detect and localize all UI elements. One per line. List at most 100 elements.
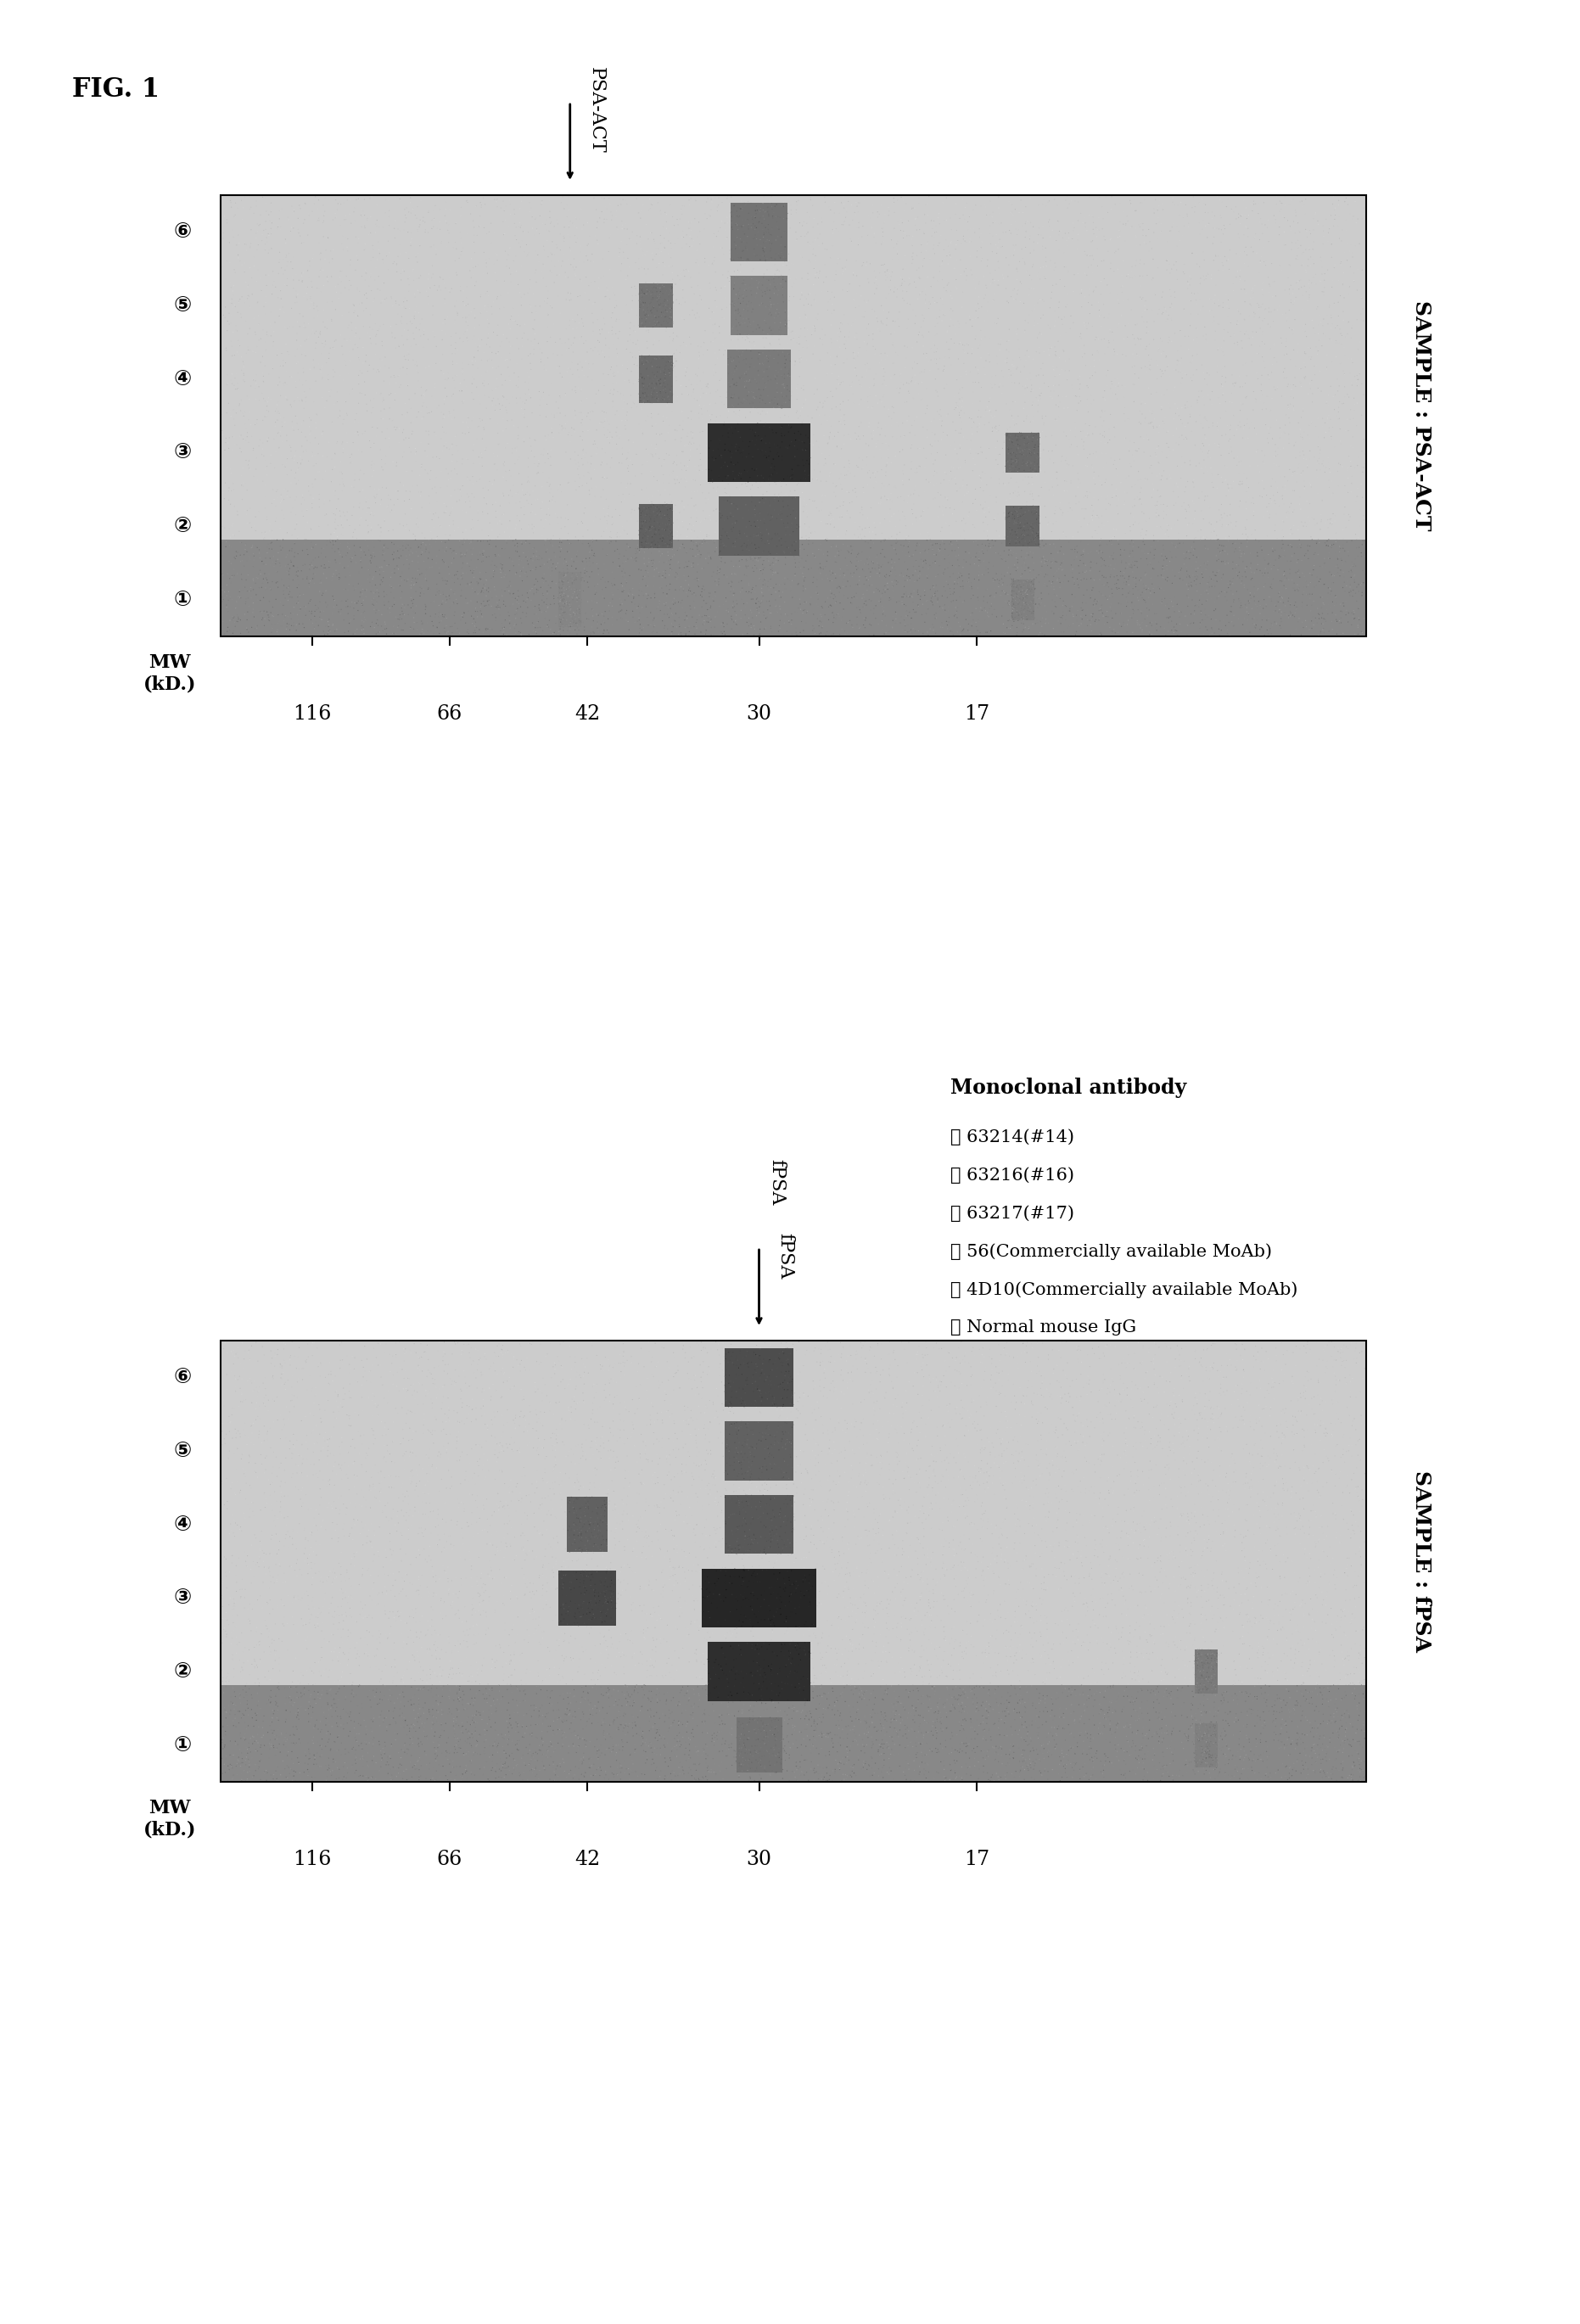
Point [1174, 1715, 1199, 1752]
Point [852, 583, 877, 621]
Point [755, 460, 781, 497]
Point [510, 535, 536, 572]
Point [695, 1334, 720, 1371]
Point [621, 1683, 646, 1720]
Point [741, 555, 766, 593]
Point [389, 1541, 414, 1578]
Point [660, 198, 686, 235]
Point [1202, 1713, 1228, 1750]
Point [1226, 407, 1251, 444]
Point [580, 346, 605, 383]
Point [1131, 521, 1157, 558]
Point [773, 397, 798, 435]
Point [1305, 474, 1330, 511]
Point [654, 488, 679, 525]
Point [1202, 565, 1228, 602]
Point [1269, 1641, 1294, 1678]
Point [272, 446, 297, 483]
Point [747, 1624, 773, 1662]
Point [651, 402, 676, 439]
Point [790, 1673, 815, 1710]
Point [314, 1469, 340, 1506]
Point [1311, 300, 1337, 337]
Point [556, 569, 581, 607]
Point [646, 323, 672, 360]
Point [901, 614, 926, 651]
Point [1311, 1415, 1337, 1452]
Point [436, 258, 461, 295]
Point [572, 1541, 597, 1578]
Point [1120, 525, 1146, 562]
Point [1087, 528, 1112, 565]
Point [330, 539, 356, 576]
Point [659, 349, 684, 386]
Point [246, 537, 272, 574]
Point [1324, 1750, 1349, 1787]
Point [553, 558, 578, 595]
Point [600, 1604, 626, 1641]
Point [1024, 1724, 1049, 1762]
Point [408, 616, 433, 653]
Point [931, 184, 956, 221]
Point [559, 1590, 585, 1627]
Point [630, 1615, 656, 1652]
Point [638, 381, 664, 418]
Point [547, 1466, 572, 1504]
Point [581, 579, 607, 616]
Point [613, 614, 638, 651]
Point [292, 541, 318, 579]
Point [662, 537, 687, 574]
Point [1204, 1724, 1229, 1762]
Point [1013, 458, 1038, 495]
Point [1024, 1557, 1049, 1594]
Point [621, 541, 646, 579]
Point [273, 237, 299, 274]
Point [550, 358, 575, 395]
Point [567, 277, 592, 314]
Point [736, 411, 762, 449]
Point [425, 518, 450, 555]
Point [741, 1664, 766, 1701]
Point [615, 1706, 640, 1743]
Point [580, 1601, 605, 1638]
Point [237, 490, 262, 528]
Point [1011, 1571, 1036, 1608]
Point [880, 1701, 905, 1738]
Point [833, 249, 858, 286]
Point [525, 1429, 550, 1466]
Point [1204, 1738, 1229, 1776]
Point [1300, 1717, 1326, 1755]
Point [1111, 1569, 1136, 1606]
Point [487, 386, 512, 423]
Point [763, 1699, 788, 1736]
Point [1305, 1757, 1330, 1794]
Point [732, 1720, 757, 1757]
Point [335, 1736, 360, 1773]
Point [458, 597, 483, 634]
Point [885, 235, 910, 272]
Point [664, 493, 689, 530]
Point [852, 1380, 877, 1418]
Point [1285, 544, 1310, 581]
Point [924, 600, 950, 637]
Point [1261, 528, 1286, 565]
Point [289, 1557, 314, 1594]
Point [592, 593, 618, 630]
Point [423, 1638, 449, 1676]
Point [1078, 530, 1103, 567]
Point [1283, 198, 1308, 235]
Point [550, 1703, 575, 1741]
Point [1095, 1741, 1120, 1778]
Point [291, 560, 316, 597]
Point [662, 265, 687, 302]
Point [547, 600, 572, 637]
Point [537, 1385, 562, 1422]
Point [596, 497, 621, 535]
Point [972, 535, 997, 572]
Point [307, 1720, 332, 1757]
Point [313, 1576, 338, 1613]
Point [994, 518, 1019, 555]
Point [709, 462, 735, 500]
Point [491, 574, 517, 611]
Point [760, 1673, 785, 1710]
